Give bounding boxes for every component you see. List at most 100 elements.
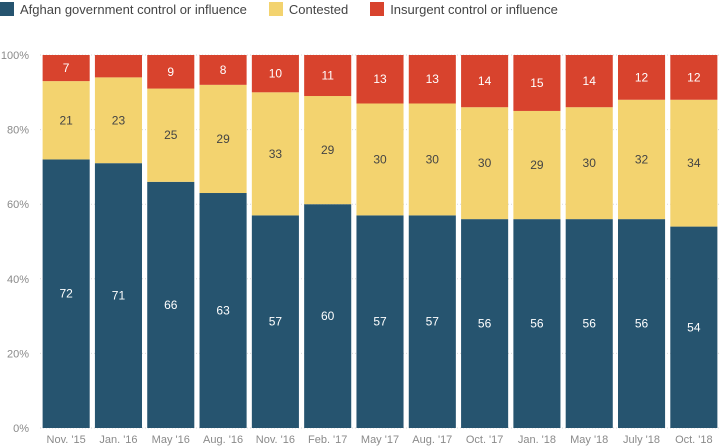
data-label: 8: [220, 63, 227, 77]
bar-segment: [670, 55, 718, 100]
data-label: 56: [478, 317, 492, 331]
legend-item-2: Insurgent control or influence: [370, 2, 558, 17]
bar-segment: [408, 55, 456, 104]
x-tick-label: Nov. '16: [256, 434, 295, 446]
bar-segment: [356, 215, 404, 428]
data-label: 33: [269, 147, 283, 161]
data-label: 10: [269, 67, 283, 81]
x-tick-label: Aug. '16: [203, 434, 243, 446]
bar-segment: [94, 163, 142, 429]
x-tick-label: May '18: [570, 434, 608, 446]
legend-label: Afghan government control or influence: [20, 1, 247, 17]
bar-segment: [618, 99, 666, 220]
bar-segment: [199, 55, 247, 85]
bar-segment: [565, 219, 613, 428]
bar-segment: [94, 55, 142, 78]
x-tick-label: Aug. '17: [412, 434, 452, 446]
bar-segment: [565, 55, 613, 108]
data-label: 66: [164, 298, 178, 312]
bar-segment: [199, 84, 247, 194]
data-label: 32: [635, 152, 649, 166]
data-label: 25: [164, 128, 178, 142]
y-tick-label: 20%: [7, 348, 29, 360]
y-tick-label: 100%: [1, 50, 29, 62]
data-label: 56: [583, 317, 597, 331]
bar-segment: [42, 159, 90, 428]
x-tick-label: Oct. '17: [466, 434, 504, 446]
data-label: 56: [635, 317, 649, 331]
x-tick-label: Jan. '16: [99, 434, 137, 446]
data-label: 12: [635, 70, 649, 84]
bar-segment: [147, 181, 195, 428]
data-label: 72: [59, 287, 73, 301]
y-tick-label: 60%: [7, 199, 29, 211]
bar-segment: [304, 96, 352, 205]
bar-segment: [251, 92, 299, 216]
data-label: 71: [112, 289, 126, 303]
data-label: 12: [687, 70, 701, 84]
data-label: 54: [687, 320, 701, 334]
data-label: 14: [478, 74, 492, 88]
data-label: 57: [373, 315, 387, 329]
x-tick-label: Oct. '18: [675, 434, 713, 446]
bar-segment: [618, 219, 666, 428]
bar-segment: [42, 55, 90, 82]
data-label: 30: [478, 156, 492, 170]
bar-segment: [513, 55, 561, 111]
data-label: 56: [530, 317, 544, 331]
data-label: 30: [426, 152, 440, 166]
bar-segment: [356, 103, 404, 216]
data-label: 13: [426, 72, 440, 86]
data-label: 29: [530, 158, 544, 172]
y-tick-label: 0%: [13, 423, 29, 435]
data-label: 29: [321, 143, 335, 157]
legend-item-1: Contested: [268, 1, 349, 17]
legend-swatch: [0, 2, 14, 16]
bar-segment: [461, 55, 509, 108]
bar-segment: [408, 103, 456, 216]
bar-segment: [42, 81, 90, 160]
legend-swatch: [268, 2, 283, 16]
data-label: 7: [63, 61, 70, 75]
x-tick-label: May '17: [361, 434, 399, 446]
bar-segment: [565, 107, 613, 220]
bar-segment: [670, 99, 718, 227]
legend: Afghan government control or influence Co…: [0, 0, 580, 18]
bar-segment: [147, 55, 195, 89]
data-label: 11: [321, 69, 334, 83]
bar-segment: [304, 55, 352, 97]
bar-segment: [356, 55, 404, 104]
y-tick-label: 40%: [7, 274, 29, 286]
x-tick-label: May '16: [152, 434, 190, 446]
bar-segment: [408, 215, 456, 428]
legend-swatch: [370, 2, 385, 16]
x-tick-label: Feb. '17: [308, 434, 347, 446]
data-label: 13: [373, 72, 387, 86]
data-label: 9: [167, 65, 174, 79]
bar-segment: [461, 219, 509, 428]
bar-segment: [199, 193, 247, 428]
data-label: 29: [216, 132, 230, 146]
data-label: 63: [216, 304, 230, 318]
bar-segment: [147, 88, 195, 182]
bar-segment: [618, 55, 666, 100]
x-tick-label: Jan. '18: [518, 434, 556, 446]
data-label: 15: [530, 76, 544, 90]
data-label: 57: [426, 315, 440, 329]
data-label: 21: [59, 113, 73, 127]
legend-label: Contested: [288, 1, 349, 17]
data-label: 57: [269, 315, 283, 329]
x-tick-label: July '18: [623, 434, 660, 446]
bar-segment: [461, 107, 509, 220]
legend-label: Insurgent control or influence: [390, 1, 558, 17]
data-label: 30: [583, 156, 597, 170]
data-label: 14: [583, 74, 597, 88]
x-tick-label: Nov. '15: [47, 434, 86, 446]
y-tick-label: 80%: [7, 125, 29, 137]
bar-segment: [513, 219, 561, 428]
legend-item-0: Afghan government control or influence: [0, 2, 247, 17]
data-label: 34: [687, 156, 701, 170]
bar-segment: [251, 55, 299, 93]
bar-segment: [513, 110, 561, 220]
